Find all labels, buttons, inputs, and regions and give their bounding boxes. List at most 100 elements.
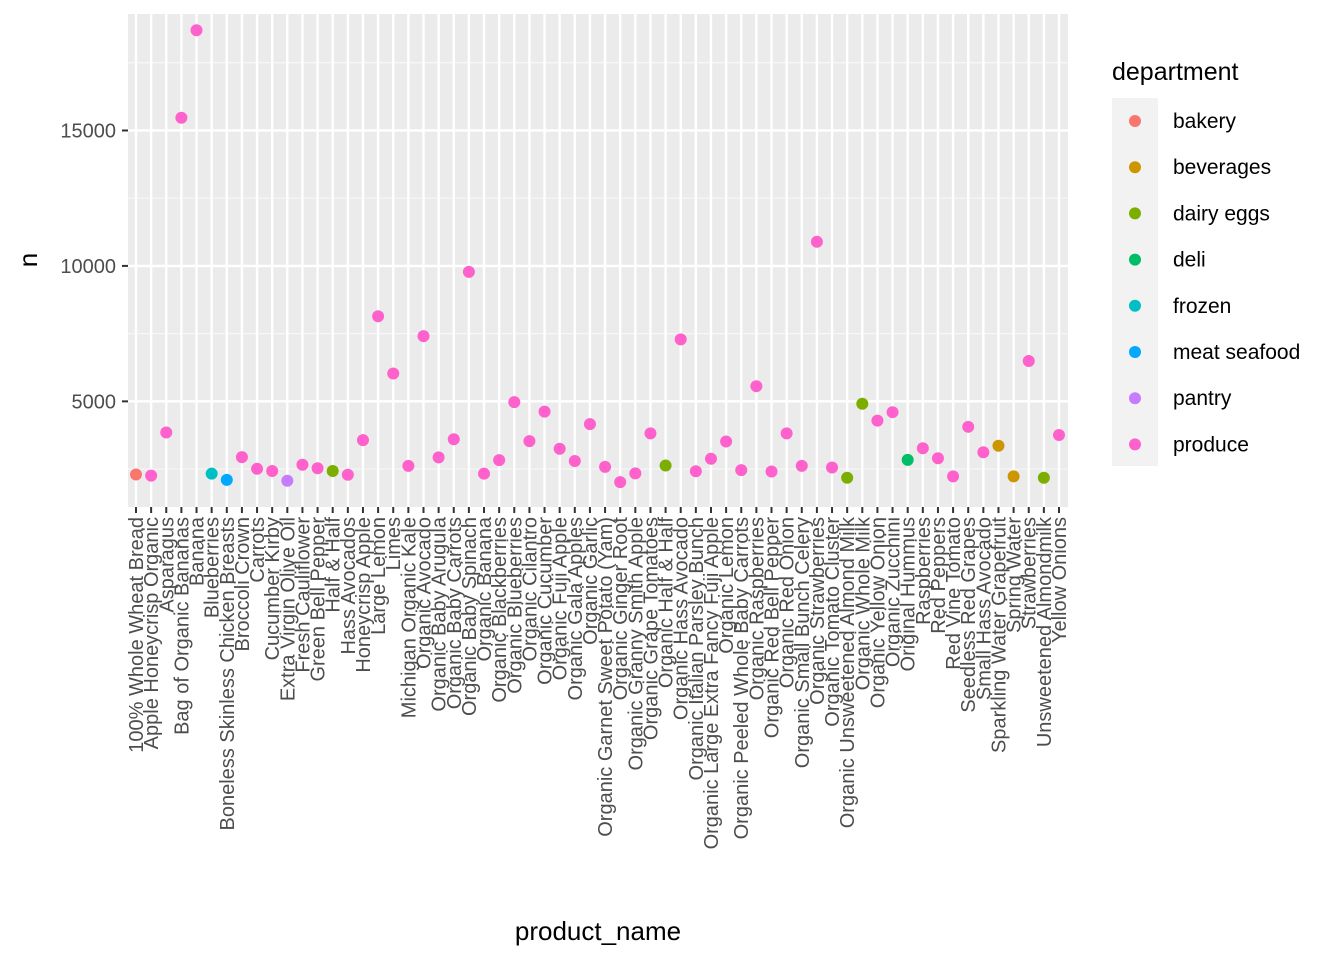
x-tick-label: Honeycrisp Apple <box>353 517 375 673</box>
legend-key <box>1129 115 1141 127</box>
legend-key <box>1129 299 1141 312</box>
data-point <box>205 467 218 480</box>
x-tick-label: Organic Ginger Root <box>610 517 632 701</box>
data-point <box>508 396 521 409</box>
data-point <box>402 459 415 472</box>
legend-label: dairy eggs <box>1173 202 1270 225</box>
data-point <box>493 454 506 467</box>
x-tick-label: Organic Italian Parsley Bunch <box>686 517 708 780</box>
data-point <box>856 397 869 410</box>
legend-keys-background <box>1112 98 1158 466</box>
x-tick-label: Organic Whole Milk <box>852 516 874 690</box>
x-tick-label: Bag of Organic Bananas <box>171 517 193 735</box>
data-point <box>220 473 233 486</box>
data-point <box>704 452 717 465</box>
x-tick-label: Organic Garlic <box>580 517 602 645</box>
x-tick-label: Boneless Skinless Chicken Breasts <box>217 517 239 830</box>
legend-key <box>1129 253 1141 266</box>
data-point <box>553 442 566 455</box>
x-tick-label: Organic Baby Carrots <box>444 517 466 709</box>
data-point <box>629 467 642 480</box>
x-tick-label: Organic Banana <box>474 516 496 661</box>
x-tick-label: Sparkling Water Grapefruit <box>988 517 1010 753</box>
data-point <box>871 414 884 427</box>
x-tick-label: Small Hass Avocado <box>973 517 995 700</box>
data-point <box>735 464 748 477</box>
x-tick-label: Organic Tomato Cluster <box>822 517 844 727</box>
data-point <box>311 462 324 475</box>
x-tick-label: Extra Virgin Olive Oil <box>277 517 299 701</box>
data-point <box>478 467 491 480</box>
data-point <box>992 439 1005 452</box>
x-tick-label: Hass Avocados <box>338 517 360 655</box>
y-axis: 5000 10000 15000 <box>60 120 128 413</box>
x-tick-label: Organic Strawberries <box>807 517 829 705</box>
x-tick-label: Organic Cucumber <box>535 517 557 685</box>
x-tick-label: Unsweetened Almondmilk <box>1034 516 1056 747</box>
legend-title: department <box>1112 58 1239 86</box>
x-tick-label: Apple Honeycrisp Organic <box>141 517 163 749</box>
data-point <box>462 265 475 278</box>
x-tick-label: Red Vine Tomato <box>943 517 965 670</box>
x-tick-label: Organic Unsweetened Almond Milk <box>837 516 859 828</box>
data-point <box>886 406 899 419</box>
x-tick-label: Organic Yellow Onion <box>867 517 889 708</box>
data-point <box>326 464 339 477</box>
data-point <box>931 452 944 465</box>
x-tick-label: Organic Red Bell Pepper <box>762 517 784 739</box>
x-tick-label: Carrots <box>247 517 269 583</box>
data-point <box>1053 428 1065 441</box>
x-tick-label: Organic Half & Half <box>656 517 678 689</box>
x-tick-label: Limes <box>383 517 405 570</box>
x-tick-label: Organic Lemon <box>716 517 738 654</box>
x-tick-label: Organic Zucchini <box>883 517 905 667</box>
data-point <box>175 111 188 124</box>
legend-label: bakery <box>1173 110 1237 133</box>
legend-key <box>1129 346 1141 358</box>
data-point <box>795 459 808 472</box>
x-tick-label: 100% Whole Wheat Bread <box>126 517 148 753</box>
data-point <box>387 367 400 380</box>
x-tick-label: Organic Red Onion <box>777 517 799 688</box>
data-point <box>356 434 369 447</box>
data-point <box>962 420 975 433</box>
y-axis-title: n <box>13 253 43 267</box>
x-tick-label: Asparagus <box>156 517 178 613</box>
x-tick-label: Spring Water <box>1004 517 1026 633</box>
data-point <box>583 418 596 431</box>
data-point <box>341 468 354 481</box>
legend-label: pantry <box>1173 387 1232 410</box>
x-tick-label: Strawberries <box>1019 517 1041 629</box>
data-point <box>281 474 294 487</box>
x-tick-label: Red Peppers <box>928 517 950 634</box>
x-tick-label: Organic Raspberries <box>746 517 768 700</box>
legend: department bakery beverages dairy eggs deli… <box>1112 58 1300 466</box>
x-tick-label: Organic Blueberries <box>504 517 526 694</box>
x-tick-label: Original Hummus <box>898 517 920 671</box>
x-tick-label: Michigan Organic Kale <box>398 517 420 718</box>
legend-key <box>1129 207 1141 220</box>
data-point <box>841 471 854 484</box>
data-points <box>130 24 1065 489</box>
x-tick-label: Organic Cilantro <box>519 517 541 662</box>
x-tick-label: Organic Peeled Whole Baby Carrots <box>731 517 753 839</box>
x-tick-label: Organic Baby Arugula <box>429 516 451 711</box>
x-tick-label: Organic Fuji Apple <box>550 517 572 680</box>
data-point <box>145 469 158 482</box>
x-tick-label: Organic Garnet Sweet Potato (Yam) <box>595 517 617 837</box>
y-tick-label: 10000 <box>60 256 116 278</box>
data-point <box>1037 471 1050 484</box>
x-tick-label: Fresh Cauliflower <box>292 517 314 673</box>
data-point <box>1022 354 1035 367</box>
legend-key <box>1129 438 1141 451</box>
legend-key <box>1129 161 1141 174</box>
data-point <box>977 446 990 459</box>
data-point <box>160 426 173 439</box>
data-point <box>720 435 733 448</box>
data-point <box>689 465 702 478</box>
x-tick-label: Organic Baby Spinach <box>459 517 481 716</box>
legend-label: beverages <box>1173 156 1271 179</box>
data-point <box>659 459 672 472</box>
x-tick-label: Half & Half <box>323 517 345 613</box>
data-point <box>447 433 460 446</box>
